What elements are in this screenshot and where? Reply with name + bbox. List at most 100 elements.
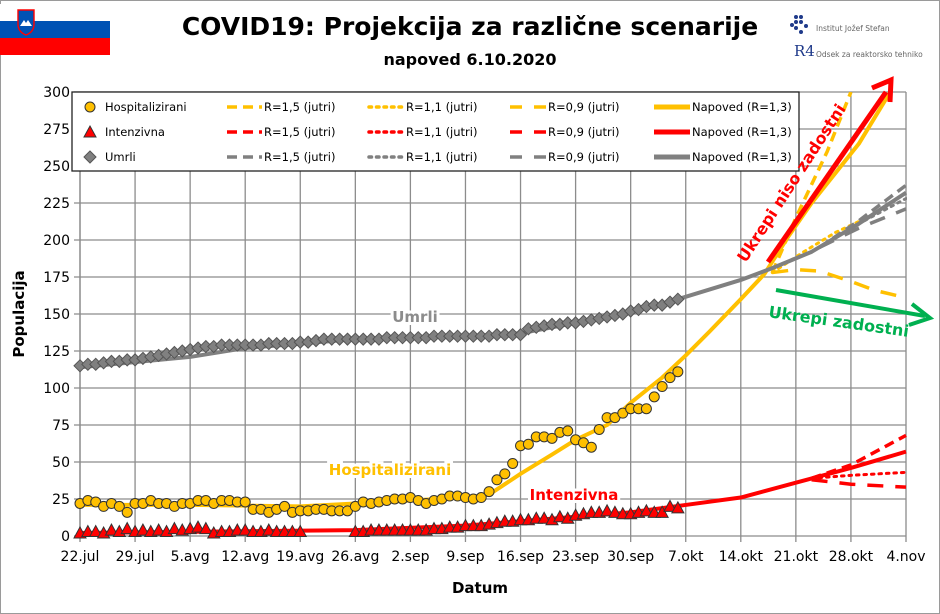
icu-data-point	[261, 523, 276, 536]
legend-label: R=1,1 (jutri)	[406, 100, 477, 114]
deaths-annotation: Umrli	[392, 308, 438, 326]
x-tick-label: 14.okt	[719, 549, 764, 565]
y-axis-title: Populacija	[10, 270, 28, 357]
r4-mark: R4	[794, 42, 815, 60]
legend-label: R=0,9 (jutri)	[548, 150, 619, 164]
hospitalized-data-point	[279, 500, 291, 512]
icu-data-point	[671, 500, 685, 514]
legend-marker-icu	[83, 124, 97, 138]
axes: 0 25 50 75 100 125 150 175 200 225 250 275 300 22.jul…	[10, 85, 926, 597]
hospitalized-data-point	[491, 474, 503, 486]
chart-subtitle: napoved 6.10.2020	[383, 50, 557, 69]
legend-label: Umrli	[105, 150, 136, 164]
y-tick-label: 250	[43, 159, 70, 175]
legend-label: Napoved (R=1,3)	[692, 125, 792, 139]
legend-label: R=1,1 (jutri)	[406, 125, 477, 139]
arrow-up-line	[765, 90, 889, 264]
department-name: Odsek za reaktorsko tehniko	[816, 50, 923, 59]
icu-data-point	[104, 523, 119, 536]
legend-label: Intenzivna	[105, 125, 165, 139]
legend-marker-hospitalized	[84, 101, 96, 113]
x-tick-label: 23.sep	[552, 549, 599, 565]
hospitalized-data-point	[593, 423, 605, 435]
x-axis-title: Datum	[452, 579, 508, 597]
legend-label: Hospitalizirani	[105, 100, 187, 114]
icu-data-point	[639, 503, 654, 517]
icu-data-point	[167, 521, 182, 535]
y-tick-label: 100	[43, 381, 70, 397]
arrow-up-head-icon	[871, 76, 894, 103]
x-tick-label: 21.okt	[774, 549, 819, 565]
legend: Hospitalizirani R=1,5 (jutri) R=1,1 (jutri…	[71, 91, 800, 172]
hospitalized-data-point	[499, 468, 511, 480]
x-tick-label: 30.sep	[607, 549, 654, 565]
slovenia-flag	[0, 4, 110, 55]
hospitalized-scenario-line	[772, 267, 907, 300]
icu-data-point	[120, 521, 135, 535]
y-tick-label: 275	[43, 122, 70, 138]
legend-label: Napoved (R=1,3)	[692, 100, 792, 114]
icu-scenario-line	[810, 470, 907, 480]
hospitalized-data-point	[656, 381, 668, 393]
x-tick-label: 12.avg	[221, 549, 269, 565]
y-tick-label: 75	[52, 418, 70, 434]
hospitalized-data-point	[546, 432, 558, 444]
hospitalized-data-point	[522, 438, 534, 450]
x-tick-label: 7.okt	[668, 549, 704, 565]
deaths-forecast-line	[80, 190, 907, 370]
institute-name: Institut Jožef Stefan	[816, 24, 890, 33]
y-tick-label: 175	[43, 270, 70, 286]
y-tick-label: 125	[43, 344, 70, 360]
x-tick-label: 9.sep	[446, 549, 484, 565]
icu-data-point	[88, 524, 103, 538]
icu-data-point	[199, 521, 213, 535]
legend-label: R=1,5 (jutri)	[264, 125, 335, 139]
x-tick-label: 29.jul	[116, 549, 155, 565]
icu-data-point	[537, 511, 551, 524]
hospitalized-data-point	[664, 372, 676, 384]
x-tick-label: 28.okt	[829, 549, 874, 565]
legend-label: R=1,5 (jutri)	[264, 150, 335, 164]
legend-label: R=1,5 (jutri)	[264, 100, 335, 114]
x-tick-label: 16.sep	[497, 549, 544, 565]
deaths-scenario-line	[818, 183, 907, 249]
hospitalized-scenario-line	[770, 92, 853, 274]
x-tick-label: 4.nov	[886, 549, 925, 565]
hospitalized-data-point	[562, 425, 574, 437]
icu-scenario-line	[811, 478, 907, 489]
icu-annotation: Intenzivna	[530, 486, 619, 504]
y-tick-label: 225	[43, 196, 70, 212]
hospitalized-data-point	[475, 492, 487, 504]
hospitalized-annotation: Hospitalizirani	[329, 461, 451, 479]
y-tick-label: 200	[43, 233, 70, 249]
hospitalized-data-point	[483, 486, 495, 498]
hospitalized-data-point	[585, 441, 597, 453]
hospitalized-data-point	[113, 500, 125, 512]
hospitalized-data-point	[239, 496, 251, 508]
icu-scenario-line	[811, 433, 907, 480]
hospitalized-data-point	[648, 391, 660, 403]
icu-data-point	[663, 499, 677, 512]
arrow-down-head-icon	[908, 302, 935, 327]
x-tick-label: 5.avg	[171, 549, 210, 565]
icu-data-point	[238, 523, 253, 536]
icu-data-point	[608, 505, 622, 518]
hospitalized-data-point	[672, 366, 684, 378]
hospitalized-data-point	[121, 506, 133, 518]
legend-label: Napoved (R=1,3)	[692, 150, 792, 164]
icu-data-point	[553, 509, 567, 523]
deaths-data-point	[671, 292, 685, 306]
x-tick-label: 19.avg	[276, 549, 324, 565]
y-tick-label: 300	[43, 85, 70, 101]
hospitalized-data-point	[640, 403, 652, 415]
legend-marker-deaths	[83, 150, 97, 164]
legend-label: R=1,1 (jutri)	[406, 150, 477, 164]
y-tick-label: 50	[52, 455, 70, 471]
chart-title: COVID19: Projekcija za različne scenarij…	[181, 12, 759, 41]
institute-logo: Institut Jožef Stefan R4 Odsek za reakto…	[790, 12, 938, 72]
y-tick-label: 0	[61, 529, 70, 545]
legend-label: R=0,9 (jutri)	[548, 125, 619, 139]
icu-data-point	[600, 503, 614, 517]
icu-data-point	[293, 524, 308, 538]
